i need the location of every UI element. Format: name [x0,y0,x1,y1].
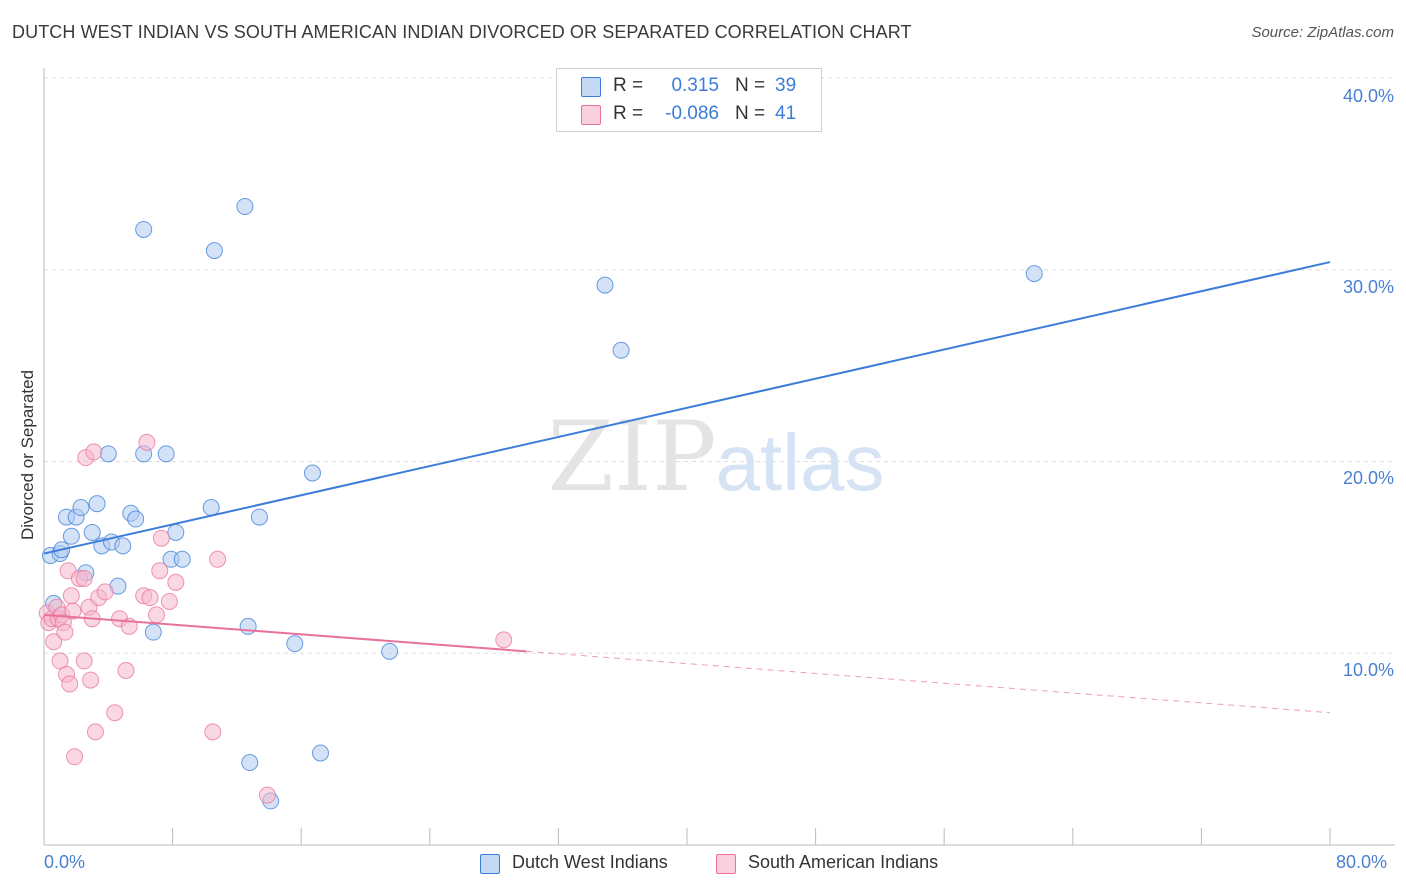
data-point-south-american-indians [167,573,185,591]
r-value: 0.315 [671,75,719,96]
trend-line-extension [526,650,1331,714]
data-point-dutch-west-indians [144,623,162,641]
data-point-south-american-indians [61,675,79,693]
data-point-dutch-west-indians [236,197,254,215]
data-point-dutch-west-indians [62,527,80,545]
data-point-south-american-indians [64,602,82,620]
data-point-south-american-indians [209,550,227,568]
data-point-dutch-west-indians [127,510,145,528]
trend-lines [43,261,1331,714]
data-point-dutch-west-indians [167,523,185,541]
legend-swatch-pink [716,854,736,874]
data-point-dutch-west-indians [381,642,399,660]
r-value: -0.086 [665,103,719,124]
data-point-south-american-indians [96,583,114,601]
data-point-dutch-west-indians [135,220,153,238]
x-tick-label-min: 0.0% [44,852,86,872]
legend-row-dutch: R = 0.315 N = 39 [557,73,821,101]
data-point-dutch-west-indians [1025,265,1043,283]
y-tick-label-40: 40.0% [1342,86,1394,106]
data-point-dutch-west-indians [286,635,304,653]
r-label: R = [613,75,644,96]
data-point-south-american-indians [152,529,170,547]
watermark: ZIP atlas [547,401,884,513]
n-value: 41 [775,103,797,124]
data-point-south-american-indians [204,723,222,741]
n-value: 39 [775,75,797,96]
correlation-legend: R = 0.315 N = 39 R = -0.086 N = 41 [556,68,822,132]
data-point-dutch-west-indians [173,550,191,568]
data-point-dutch-west-indians [612,341,630,359]
y-tick-label-20: 20.0% [1342,468,1394,488]
data-point-south-american-indians [62,587,80,605]
legend-swatch-pink [581,105,601,125]
data-point-south-american-indians [258,786,276,804]
data-point-south-american-indians [75,652,93,670]
n-label: N = [735,75,766,96]
legend-label: Dutch West Indians [512,852,668,872]
data-point-south-american-indians [141,589,159,607]
chart-title: DUTCH WEST INDIAN VS SOUTH AMERICAN INDI… [12,22,912,42]
source-note: Source: ZipAtlas.com [1251,24,1394,41]
data-point-south-american-indians [148,606,166,624]
data-point-south-american-indians [45,633,63,651]
data-point-south-american-indians [75,569,93,587]
data-point-dutch-west-indians [250,508,268,526]
data-point-south-american-indians [106,704,124,722]
y-tick-label-10: 10.0% [1342,660,1394,680]
n-label: N = [735,103,766,124]
x-tick-label-max: 80.0% [1336,852,1388,872]
watermark-zip: ZIP [547,401,716,513]
legend-label: South American Indians [748,852,939,872]
data-point-south-american-indians [117,662,135,680]
data-point-dutch-west-indians [88,495,106,513]
r-label: R = [613,103,644,124]
axes [43,68,1395,846]
data-point-south-american-indians [82,671,100,689]
legend-swatch-blue [581,77,601,97]
data-point-dutch-west-indians [114,537,132,555]
data-point-south-american-indians [160,592,178,610]
data-point-south-american-indians [66,748,84,766]
data-point-dutch-west-indians [99,445,117,463]
data-point-south-american-indians [151,562,169,580]
data-point-south-american-indians [85,443,103,461]
trend-line-south-american-indians [43,613,527,653]
data-point-south-american-indians [56,623,74,641]
legend-row-south-american: R = -0.086 N = 41 [557,101,821,129]
data-point-dutch-west-indians [311,744,329,762]
data-point-dutch-west-indians [72,499,90,517]
data-point-south-american-indians [86,723,104,741]
data-point-dutch-west-indians [239,617,257,635]
data-point-dutch-west-indians [202,499,220,517]
data-point-dutch-west-indians [83,523,101,541]
data-point-dutch-west-indians [303,464,321,482]
legend-swatch-blue [480,854,500,874]
watermark-atlas: atlas [716,418,885,507]
data-point-dutch-west-indians [241,754,259,772]
grid-lines [44,77,1395,654]
data-point-dutch-west-indians [596,276,614,294]
y-tick-label-30: 30.0% [1342,277,1394,297]
data-point-dutch-west-indians [157,445,175,463]
data-points [38,197,1043,810]
data-point-south-american-indians [138,433,156,451]
trend-line-dutch-west-indians [43,261,1331,555]
data-point-south-american-indians [495,631,513,649]
data-point-dutch-west-indians [205,242,223,260]
